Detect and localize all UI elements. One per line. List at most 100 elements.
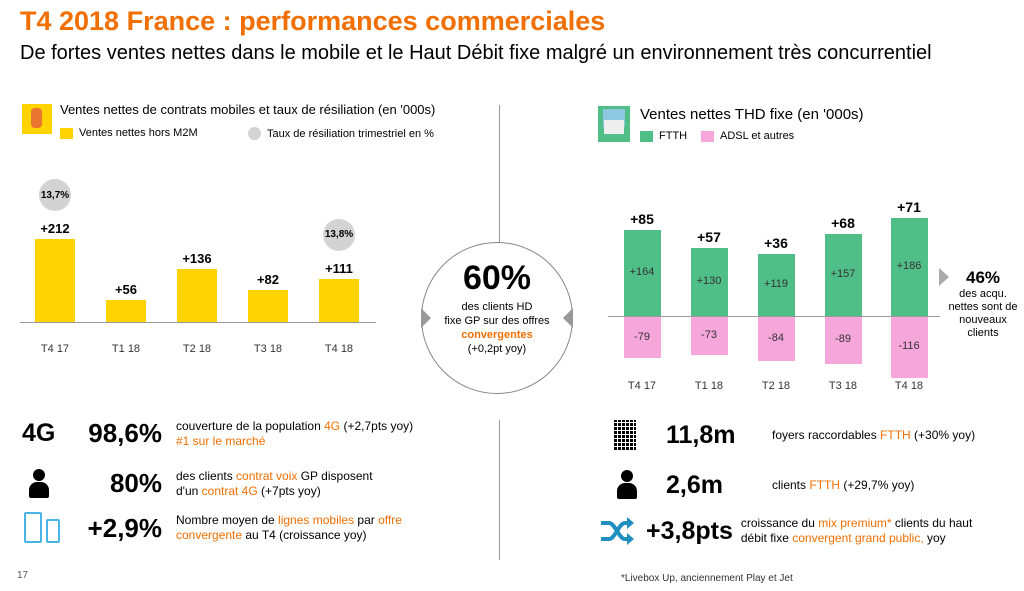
mobile-icon [22, 104, 52, 134]
page-number: 17 [17, 570, 29, 581]
arrow-right-icon [939, 268, 949, 286]
legend-label: Ventes nettes hors M2M [79, 127, 198, 139]
text-segment: lignes mobiles [278, 513, 355, 527]
stat-ftth-clients: 2,6m clients FTTH (+29,7% yoy) [616, 470, 914, 500]
bar [177, 268, 217, 322]
legend-label: Taux de résiliation trimestriel en % [267, 127, 434, 140]
legend-item: ADSL et autres [701, 130, 794, 142]
stat-desc: couverture de la population 4G (+2,7pts … [176, 419, 413, 449]
legend-swatch [60, 127, 73, 139]
bar-adsl [824, 317, 862, 364]
legend-item: FTTH [640, 130, 687, 142]
text-segment: yoy [923, 531, 946, 545]
text-segment: clients [772, 477, 810, 492]
stat-value: 80% [109, 468, 162, 498]
text-segment: mix premium* [818, 516, 892, 530]
bar-ftth [690, 247, 728, 316]
bar-ftth [757, 253, 795, 316]
text-segment: couverture de la population [176, 418, 325, 433]
stat-desc: Nombre moyen de lignes mobiles par offre… [176, 513, 402, 543]
stat-desc: foyers raccordables FTTH (+30% yoy) [772, 428, 975, 443]
bar-adsl [757, 317, 795, 362]
ftth-value-label: +186 [896, 260, 922, 273]
legend-swatch [248, 127, 261, 140]
total-value-label: +85 [630, 211, 654, 227]
category-label: T3 18 [253, 343, 283, 355]
stat-value: +2,9% [87, 512, 162, 543]
ftth-value-label: +157 [830, 267, 856, 280]
adsl-value-label: -89 [835, 333, 851, 346]
bar [248, 289, 288, 322]
total-value-label: +36 [764, 234, 788, 251]
bar [35, 239, 75, 322]
axis-line [20, 322, 376, 323]
bar-adsl [890, 317, 928, 378]
center-line: convergentes [461, 329, 533, 341]
stat-desc: croissance du mix premium* clients du ha… [741, 516, 972, 546]
stat-mobile-lines: +2,9% Nombre moyen de lignes mobiles par… [22, 512, 402, 544]
text-segment: convergent grand public, [792, 531, 924, 545]
text-segment: contrat 4G [201, 483, 258, 498]
text-segment: convergente [176, 528, 243, 542]
center-value: 60% [462, 259, 532, 297]
category-label: T1 18 [694, 380, 724, 392]
divider [499, 105, 500, 260]
page-title: T4 2018 France : performances commercial… [20, 6, 606, 36]
bar-value-label: +82 [256, 271, 280, 287]
footnote: *Livebox Up, anciennement Play et Jet [621, 573, 793, 584]
category-label: T1 18 [111, 343, 141, 355]
center-line: (+0,2pt yoy) [467, 343, 527, 355]
legend-item: Taux de résiliation trimestriel en % [248, 127, 434, 140]
bar-value-label: +136 [182, 250, 212, 266]
stat-value: 11,8m [666, 420, 736, 449]
text-segment: débit fixe [740, 531, 793, 545]
text-segment: croissance du [740, 516, 819, 530]
bar-adsl [690, 317, 728, 356]
bar [106, 300, 146, 322]
category-label: T4 18 [324, 343, 354, 355]
stat-value: 2,6m [666, 470, 723, 499]
ftth-value-label: +130 [696, 274, 722, 287]
churn-bubble: 13,7% [39, 179, 71, 211]
bar [319, 278, 359, 322]
legend-label: FTTH [659, 130, 688, 142]
center-line: fixe GP sur des offres [444, 315, 550, 327]
page-subtitle: De fortes ventes nettes dans le mobile e… [20, 42, 932, 64]
adsl-value-label: -73 [701, 329, 717, 342]
building-icon [614, 420, 636, 450]
total-value-label: +57 [697, 228, 721, 245]
text-segment: contrat voix [236, 468, 298, 483]
legend-label: ADSL et autres [720, 130, 795, 142]
ftth-value-label: +119 [764, 277, 788, 290]
shuffle-icon [601, 517, 634, 545]
stat-value: 98,6% [88, 418, 162, 448]
annotation-text: des acqu. nettes sont de nouveaux client… [948, 288, 1018, 339]
stat-ftth-homes: 11,8m foyers raccordables FTTH (+30% yoy… [614, 420, 975, 450]
legend-swatch [640, 130, 653, 142]
total-value-label: +68 [831, 214, 855, 231]
adsl-value-label: -116 [898, 340, 920, 353]
text-segment: au T4 (croissance yoy) [242, 528, 367, 542]
axis-line [608, 316, 940, 317]
text-segment: FTTH [809, 477, 841, 492]
center-line: des clients HD [461, 301, 533, 313]
annotation-value: 46% [965, 268, 1001, 287]
stat-value: +3,8pts [646, 516, 733, 545]
text-segment: Nombre moyen de [176, 513, 279, 527]
text-segment: (+7pts yoy) [257, 483, 321, 498]
bar-adsl [623, 317, 661, 359]
person-icon [616, 470, 638, 500]
category-label: T2 18 [761, 380, 791, 392]
text-segment: 4G [324, 418, 341, 433]
adsl-value-label: -79 [634, 330, 650, 343]
bar-value-label: +111 [325, 260, 353, 276]
arrow-left-icon [421, 308, 431, 328]
text-segment: foyers raccordables [772, 427, 881, 442]
bar-value-label: +212 [40, 221, 70, 236]
text-segment: par [354, 513, 379, 527]
text-segment: (+2,7pts yoy) [340, 418, 414, 433]
category-label: T4 18 [894, 380, 924, 392]
bar-ftth [890, 218, 928, 316]
category-label: T3 18 [828, 380, 858, 392]
text-segment: (+29,7% yoy) [840, 477, 915, 492]
